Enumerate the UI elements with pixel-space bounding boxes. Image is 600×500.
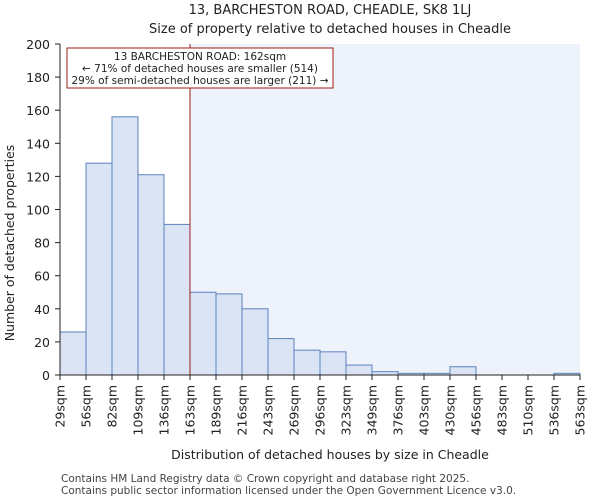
x-tick-label: 323sqm	[339, 385, 354, 435]
x-tick-label: 109sqm	[131, 385, 146, 435]
annotation-box: 13 BARCHESTON ROAD: 162sqm ← 71% of deta…	[66, 47, 334, 89]
chart-title: 13, BARCHESTON ROAD, CHEADLE, SK8 1LJ	[189, 3, 472, 18]
y-tick-label: 200	[26, 37, 50, 52]
bar-216sqm	[241, 308, 269, 376]
x-tick-label: 563sqm	[573, 385, 588, 435]
x-tick-label: 243sqm	[261, 385, 276, 435]
y-tick-label: 60	[34, 269, 50, 284]
x-tick-label: 430sqm	[443, 385, 458, 435]
x-tick-label: 376sqm	[391, 385, 406, 435]
x-tick-label: 296sqm	[313, 385, 328, 435]
y-axis-ticks: 0 20 40 60 80 100 120 140 160 180 200	[26, 37, 60, 383]
y-tick-label: 180	[26, 70, 50, 85]
x-tick-label: 136sqm	[157, 385, 172, 435]
bar-269sqm	[293, 349, 321, 376]
x-tick-label: 189sqm	[209, 385, 224, 435]
x-tick-label: 82sqm	[105, 385, 120, 428]
bar-109sqm	[137, 174, 165, 376]
x-tick-label: 510sqm	[521, 385, 536, 435]
bar-430sqm	[449, 366, 477, 376]
bar-82sqm	[111, 116, 139, 376]
bar-189sqm	[215, 293, 243, 376]
bar-296sqm	[319, 351, 347, 376]
annotation-line-3: 29% of semi-detached houses are larger (…	[72, 75, 329, 87]
x-tick-label: 536sqm	[547, 385, 562, 435]
x-axis-label: Distribution of detached houses by size …	[171, 447, 489, 462]
annotation-line-1: 13 BARCHESTON ROAD: 162sqm	[114, 51, 286, 63]
x-tick-label: 56sqm	[79, 385, 94, 428]
bar-56sqm	[85, 162, 113, 376]
x-tick-label: 483sqm	[495, 385, 510, 435]
y-tick-label: 80	[34, 236, 50, 251]
bar-136sqm	[163, 223, 191, 376]
x-axis-ticks: 29sqm 56sqm 82sqm 109sqm 136sqm 163sqm 189sqm 2…	[53, 375, 588, 435]
x-tick-label: 269sqm	[287, 385, 302, 435]
y-tick-label: 40	[34, 302, 50, 317]
x-tick-label: 29sqm	[53, 385, 68, 428]
x-tick-label: 456sqm	[469, 385, 484, 435]
x-tick-label: 163sqm	[183, 385, 198, 435]
x-tick-label: 403sqm	[417, 385, 432, 435]
bar-163sqm	[189, 291, 217, 376]
y-tick-label: 20	[34, 335, 50, 350]
x-tick-label: 216sqm	[235, 385, 250, 435]
y-tick-label: 100	[26, 203, 50, 218]
x-tick-label: 349sqm	[365, 385, 380, 435]
annotation-border	[66, 47, 334, 89]
bar-29sqm	[59, 331, 87, 376]
bar-323sqm	[345, 364, 373, 376]
annotation-line-2: ← 71% of detached houses are smaller (51…	[82, 63, 318, 75]
y-tick-label: 140	[26, 136, 50, 151]
footer-line-2: Contains public sector information licen…	[61, 485, 516, 497]
y-tick-label: 120	[26, 169, 50, 184]
y-axis-label: Number of detached properties	[2, 145, 17, 342]
chart-subtitle: Size of property relative to detached ho…	[149, 22, 511, 37]
bar-243sqm	[267, 338, 295, 376]
bar-series	[59, 116, 581, 376]
y-tick-label: 0	[42, 368, 50, 383]
y-tick-label: 160	[26, 103, 50, 118]
footer-line-1: Contains HM Land Registry data © Crown c…	[61, 473, 469, 485]
